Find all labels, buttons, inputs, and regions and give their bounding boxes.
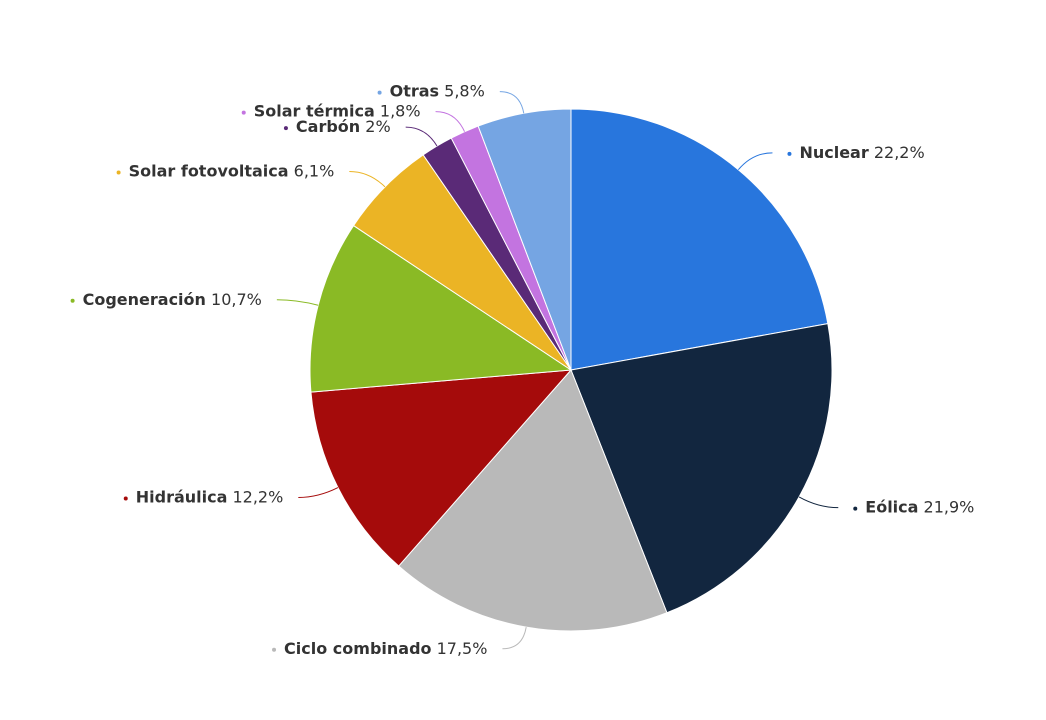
- label-bullet: [787, 151, 792, 156]
- pie-slice: [477, 108, 572, 371]
- data-label: Nuclear 22,2%: [799, 142, 924, 161]
- value-label: 1,8%: [380, 101, 421, 120]
- value-label: 21,9%: [924, 497, 975, 516]
- connector: [405, 126, 438, 147]
- label-bullet: [283, 126, 288, 131]
- value-label: 22,2%: [874, 142, 925, 161]
- pie-slice: [570, 323, 833, 614]
- label-bullet: [116, 170, 121, 175]
- data-label: Otras 5,8%: [390, 81, 485, 100]
- category-name: Nuclear: [799, 142, 868, 161]
- connector: [349, 170, 386, 188]
- data-label: Eólica 21,9%: [865, 497, 974, 516]
- category-name: Cogeneración: [83, 289, 206, 308]
- pie-slice: [310, 369, 573, 567]
- category-name: Ciclo combinado: [284, 638, 431, 657]
- category-name: Carbón: [296, 117, 360, 136]
- connector: [435, 111, 465, 132]
- value-label: 6,1%: [294, 161, 335, 180]
- value-label: 10,7%: [211, 289, 262, 308]
- data-label: Ciclo combinado 17,5%: [284, 638, 487, 657]
- label-bullet: [272, 647, 277, 652]
- data-label: Solar fotovoltaica 6,1%: [129, 161, 335, 180]
- label-bullet: [123, 496, 128, 501]
- category-name: Solar fotovoltaica: [129, 161, 289, 180]
- connector: [502, 627, 527, 650]
- label-bullet: [853, 506, 858, 511]
- value-label: 5,8%: [444, 81, 485, 100]
- connector: [276, 299, 319, 306]
- connector: [737, 152, 773, 171]
- category-name: Otras: [390, 81, 439, 100]
- label-bullet: [377, 90, 382, 95]
- value-label: 12,2%: [232, 487, 283, 506]
- data-label: Cogeneración 10,7%: [83, 289, 262, 308]
- label-bullet: [70, 298, 75, 303]
- value-label: 2%: [365, 117, 390, 136]
- value-label: 17,5%: [437, 638, 488, 657]
- data-label: Hidráulica 12,2%: [136, 487, 284, 506]
- data-label: Carbón 2%: [296, 117, 391, 136]
- connector: [298, 487, 339, 498]
- data-label: Solar térmica 1,8%: [254, 101, 421, 120]
- category-name: Eólica: [865, 497, 918, 516]
- label-bullet: [241, 110, 246, 115]
- connector: [798, 496, 839, 509]
- category-name: Hidráulica: [136, 487, 228, 506]
- connector: [499, 91, 525, 114]
- pie-slice: [570, 108, 829, 371]
- category-name: Solar térmica: [254, 101, 375, 120]
